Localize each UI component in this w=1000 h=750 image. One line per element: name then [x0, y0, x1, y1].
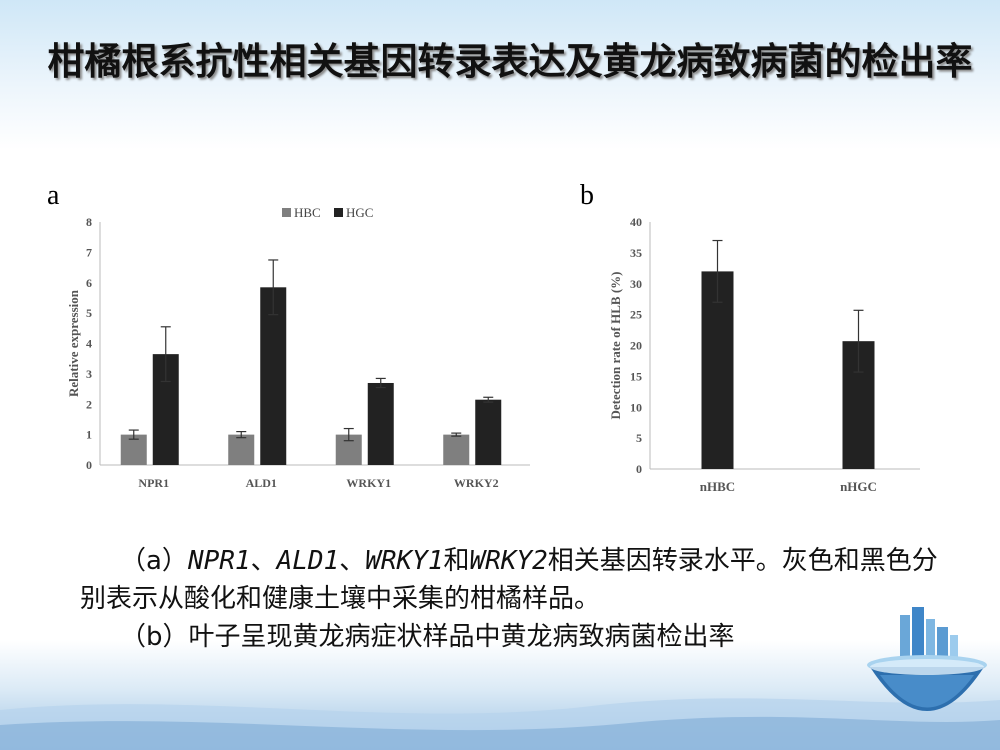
x-tick-label: WRKY1 — [346, 476, 391, 490]
x-tick-label: nHBC — [700, 479, 735, 494]
legend-label: HGC — [346, 205, 373, 220]
chart-b: 0 5 10 15 20 25 30 35 40 Detection rate of HLB (%… — [608, 215, 920, 494]
bar — [443, 434, 470, 465]
y-tick-label: 0 — [86, 458, 92, 472]
bar — [228, 434, 255, 465]
bar — [701, 271, 734, 469]
bottom-wave-decoration — [0, 698, 1000, 750]
panel-label-b: b — [580, 180, 594, 211]
y-tick-label: 4 — [86, 337, 92, 351]
y-tick-label: 15 — [630, 369, 642, 383]
legend-swatch — [334, 208, 343, 217]
y-tick-label: 6 — [86, 276, 92, 290]
y-tick-label: 5 — [86, 306, 92, 320]
gene-wrky1: WRKY1 — [365, 546, 444, 576]
y-tick-label: 40 — [630, 215, 642, 229]
x-tick-label: NPR1 — [138, 476, 169, 490]
y-tick-label: 10 — [630, 400, 642, 414]
gene-ald1: ALD1 — [276, 546, 340, 576]
y-tick-label: 25 — [630, 308, 642, 322]
caption-sep-1: 、 — [250, 546, 277, 576]
bar — [475, 399, 502, 465]
caption-a-rest: 相关基因转录水平。灰色和黑色分别表示从酸化和健康土壤中采集的柑橘样品。 — [80, 546, 938, 614]
y-tick-label: 7 — [86, 245, 92, 259]
city-globe-icon — [867, 607, 987, 711]
caption-and: 和 — [443, 546, 470, 576]
caption-b: （b）叶子呈现黄龙病症状样品中黄龙病致病菌检出率 — [120, 622, 735, 652]
y-tick-label: 2 — [86, 397, 92, 411]
chart-a: 0 1 2 3 4 5 6 7 8 Relative expression NPR1 ALD1 WRKY… — [66, 205, 530, 490]
y-tick-label: 3 — [86, 367, 92, 381]
y-tick-label: 0 — [636, 462, 642, 476]
bar — [367, 382, 394, 465]
legend-label: HBC — [294, 205, 321, 220]
caption-sep-2: 、 — [339, 546, 366, 576]
y-tick-label: 5 — [636, 431, 642, 445]
panel-label-a: a — [47, 180, 60, 211]
legend-swatch — [282, 208, 291, 217]
y-tick-label: 1 — [86, 428, 92, 442]
y-tick-label: 35 — [630, 246, 642, 260]
y-tick-label: 30 — [630, 277, 642, 291]
gene-wrky2: WRKY2 — [469, 546, 548, 576]
page-title: 柑橘根系抗性相关基因转录表达及黄龙病致病菌的检出率 — [47, 40, 973, 83]
gene-npr1: NPR1 — [187, 546, 251, 576]
x-tick-label: ALD1 — [246, 476, 277, 490]
x-tick-label: WRKY2 — [454, 476, 499, 490]
caption: （a）NPR1、ALD1、WRKY1和WRKY2相关基因转录水平。灰色和黑色分别… — [80, 542, 950, 656]
y-axis-title: Detection rate of HLB (%) — [608, 271, 623, 419]
caption-a-prefix: （a） — [120, 546, 188, 576]
caption-a: （a）NPR1、ALD1、WRKY1和WRKY2相关基因转录水平。灰色和黑色分别… — [80, 542, 950, 618]
x-tick-label: nHGC — [840, 479, 877, 494]
y-axis-title: Relative expression — [66, 289, 81, 397]
y-tick-label: 8 — [86, 215, 92, 229]
bar — [260, 287, 287, 465]
y-tick-label: 20 — [630, 339, 642, 353]
